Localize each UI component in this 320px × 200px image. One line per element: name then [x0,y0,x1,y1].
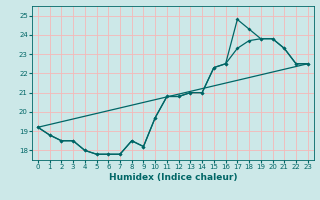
X-axis label: Humidex (Indice chaleur): Humidex (Indice chaleur) [108,173,237,182]
